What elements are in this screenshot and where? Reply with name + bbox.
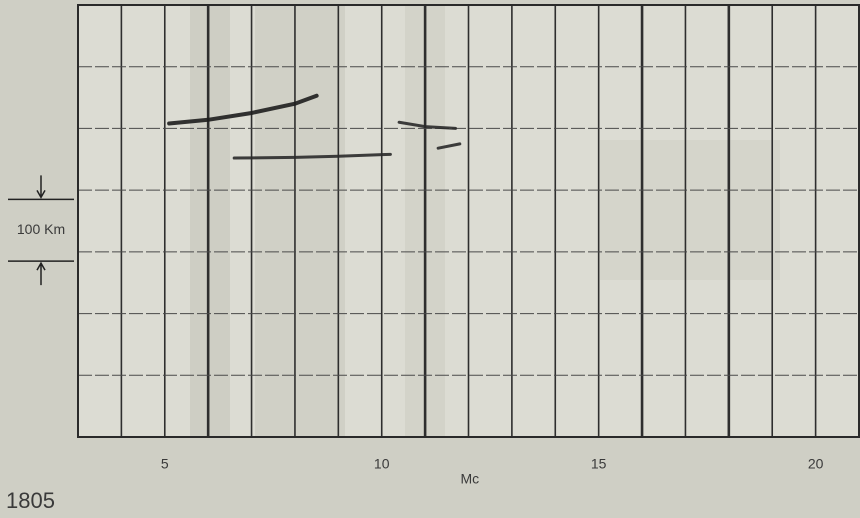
echo-trace: [436, 142, 462, 150]
scale-arrow: [36, 175, 46, 199]
echo-trace: [232, 152, 392, 160]
scale-arrow: [36, 261, 46, 286]
echo-trace: [167, 93, 319, 126]
film-band: [600, 140, 780, 280]
echo-trace: [397, 120, 457, 130]
x-tick-label: 15: [591, 456, 607, 472]
x-tick-label: 5: [161, 456, 169, 472]
x-axis-label: Mc: [461, 471, 480, 487]
figure-label: 1805: [6, 488, 55, 513]
film-band: [190, 5, 230, 437]
plot-frame: [77, 4, 860, 438]
x-tick-label: 20: [808, 456, 824, 472]
scale-bar-label: 100 Km: [17, 221, 65, 237]
x-tick-label: 10: [374, 456, 390, 472]
film-band: [255, 5, 345, 437]
